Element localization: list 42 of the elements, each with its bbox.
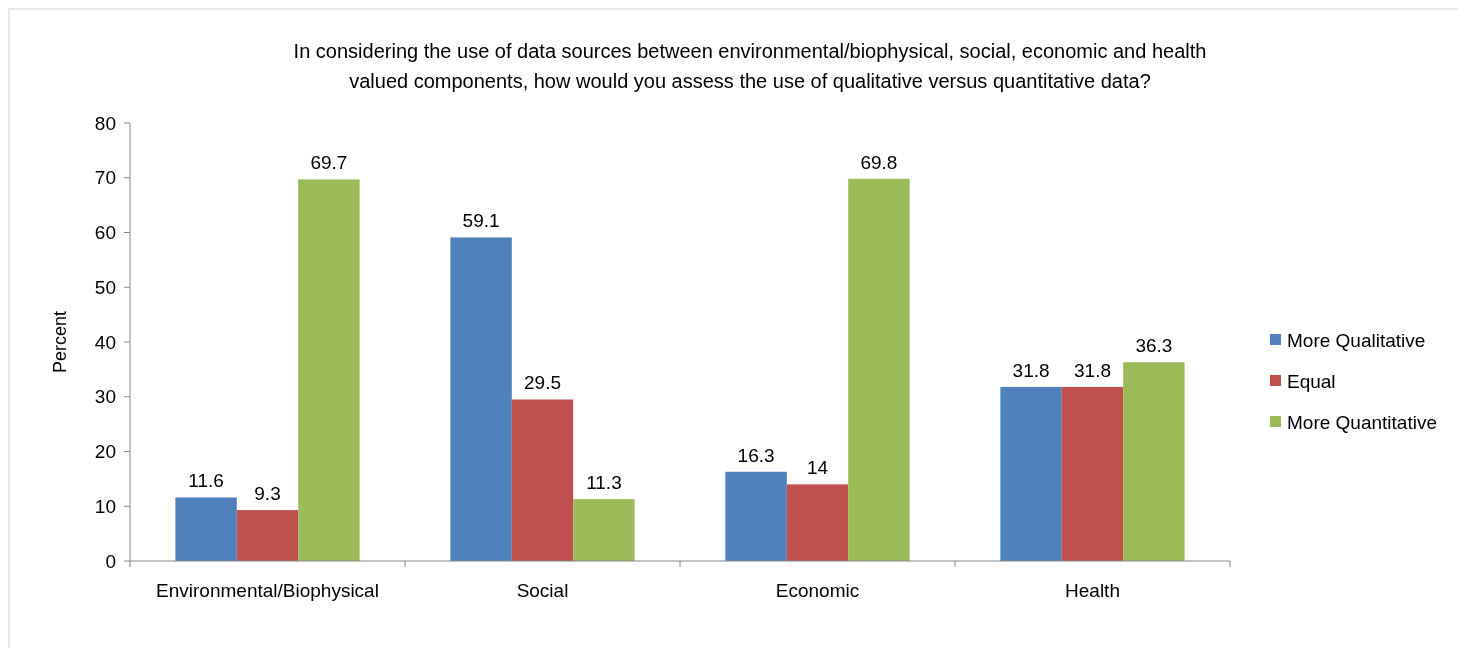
- bar: [848, 178, 910, 561]
- bar: [511, 399, 574, 561]
- bar: [573, 499, 635, 561]
- x-tick-label: Social: [516, 580, 569, 601]
- y-tick-label: 40: [94, 331, 116, 353]
- x-tick-label: Health: [1065, 580, 1120, 601]
- data-label: 36.3: [1135, 335, 1173, 357]
- legend-label: More Quantitative: [1287, 411, 1437, 433]
- y-tick-label: 20: [94, 441, 116, 463]
- bar: [298, 179, 360, 561]
- chart-title: In considering the use of data sources between environmental/biophysical, social, economic and health valued components, how would you assess the use of qualitative versus quantitative data?: [293, 40, 1207, 92]
- y-tick-label: 0: [105, 550, 116, 572]
- y-axis-title: Percent: [50, 310, 70, 374]
- bar: [1061, 386, 1124, 561]
- data-label: 69.8: [860, 151, 898, 173]
- data-label: 9.3: [254, 483, 281, 505]
- data-label: 11.3: [586, 472, 622, 494]
- legend-label: Equal: [1287, 370, 1336, 392]
- y-tick-label: 60: [94, 222, 116, 244]
- y-tick-label: 70: [94, 167, 116, 189]
- bar: [786, 484, 849, 561]
- y-tick-label: 10: [94, 495, 116, 517]
- x-tick-label: Environmental/Biophysical: [156, 580, 379, 601]
- legend-label: More Qualitative: [1287, 329, 1426, 351]
- data-label: 29.5: [524, 372, 561, 394]
- data-label: 14: [806, 457, 829, 479]
- bar: [236, 510, 299, 561]
- data-label: 59.1: [462, 210, 500, 232]
- data-label: 11.6: [188, 470, 224, 492]
- bar: [175, 497, 237, 561]
- x-tick-label: Economic: [775, 580, 860, 601]
- data-label: 16.3: [737, 444, 775, 466]
- bar: [450, 237, 512, 561]
- y-tick-label: 50: [94, 276, 116, 298]
- y-tick-label: 30: [94, 386, 116, 408]
- data-label: 31.8: [1012, 359, 1050, 381]
- data-label: 69.7: [310, 152, 348, 174]
- y-tick-label: 80: [94, 112, 116, 134]
- data-label: 31.8: [1074, 359, 1111, 381]
- bar: [1123, 362, 1185, 561]
- bar: [1000, 386, 1062, 561]
- bar: [725, 471, 787, 561]
